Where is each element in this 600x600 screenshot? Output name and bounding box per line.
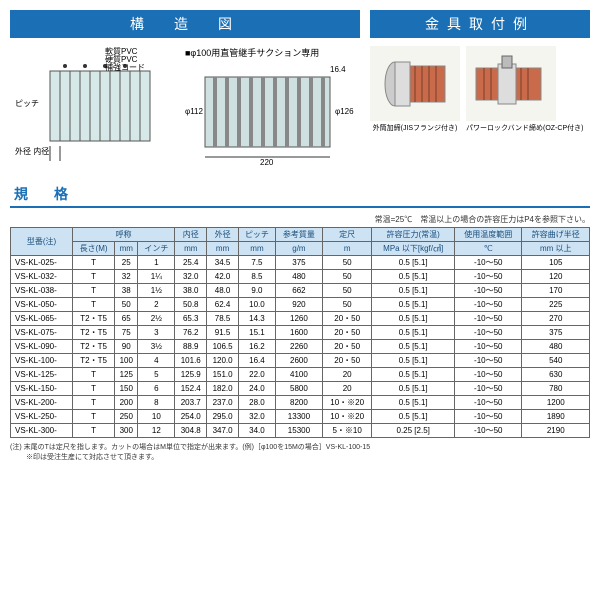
pipe-diagram: ■φ100用直管継手サクション専用 φ112 φ126 16.4 220: [185, 46, 360, 167]
svg-text:φ112: φ112: [185, 107, 203, 116]
table-row: VS-KL-090-T2・T5903½88.9106.516.2226020・5…: [11, 340, 590, 354]
table-row: VS-KL-075-T2・T575376.291.515.1160020・500…: [11, 326, 590, 340]
fitting-band: パワーロックバンド締め(OZ-CP付き): [466, 46, 583, 133]
table-row: VS-KL-038-T381½38.048.09.0662500.5 [5.1]…: [11, 284, 590, 298]
table-row: VS-KL-250-T25010254.0295.032.01330010・※2…: [11, 410, 590, 424]
footnote: (注) 末尾のTは定尺を指します。カットの場合はM単位で指定が出来ます。(例)［…: [10, 442, 590, 462]
spec-heading: 規 格: [10, 182, 590, 208]
cross-section-diagram: 軟質PVC 硬質PVC 補強コード ピッチ 外径 内径: [10, 46, 175, 166]
table-row: VS-KL-150-T1506152.4182.024.05800200.5 […: [11, 382, 590, 396]
fitting-flange: 外筒加締(JISフランジ付き): [370, 46, 460, 133]
svg-text:補強コード: 補強コード: [105, 62, 145, 72]
svg-text:16.4: 16.4: [330, 65, 346, 74]
spec-table: 型番(注) 呼称 内径 外径 ピッチ 参考質量 定尺 許容圧力(常温) 使用温度…: [10, 227, 590, 438]
svg-text:ピッチ: ピッチ: [15, 99, 39, 108]
spec-note: 常温=25℃ 常温以上の場合の許容圧力はP4を参照下さい。: [10, 214, 590, 225]
svg-text:外径 内径: 外径 内径: [15, 146, 49, 156]
table-row: VS-KL-125-T1255125.9151.022.04100200.5 […: [11, 368, 590, 382]
fitting-title: 金具取付例: [370, 10, 590, 38]
svg-text:220: 220: [260, 158, 274, 167]
table-row: VS-KL-100-T2・T51004101.6120.016.4260020・…: [11, 354, 590, 368]
table-row: VS-KL-065-T2・T5652½65.378.514.3126020・50…: [11, 312, 590, 326]
table-row: VS-KL-050-T50250.862.410.0920500.5 [5.1]…: [11, 298, 590, 312]
svg-text:φ126: φ126: [335, 107, 354, 116]
table-row: VS-KL-025-T25125.434.57.5375500.5 [5.1]-…: [11, 256, 590, 270]
table-row: VS-KL-200-T2008203.7237.028.0820010・※200…: [11, 396, 590, 410]
table-row: VS-KL-032-T321¼32.042.08.5480500.5 [5.1]…: [11, 270, 590, 284]
structure-title: 構 造 図: [10, 10, 360, 38]
table-row: VS-KL-300-T30012304.8347.034.0153005・※10…: [11, 424, 590, 438]
